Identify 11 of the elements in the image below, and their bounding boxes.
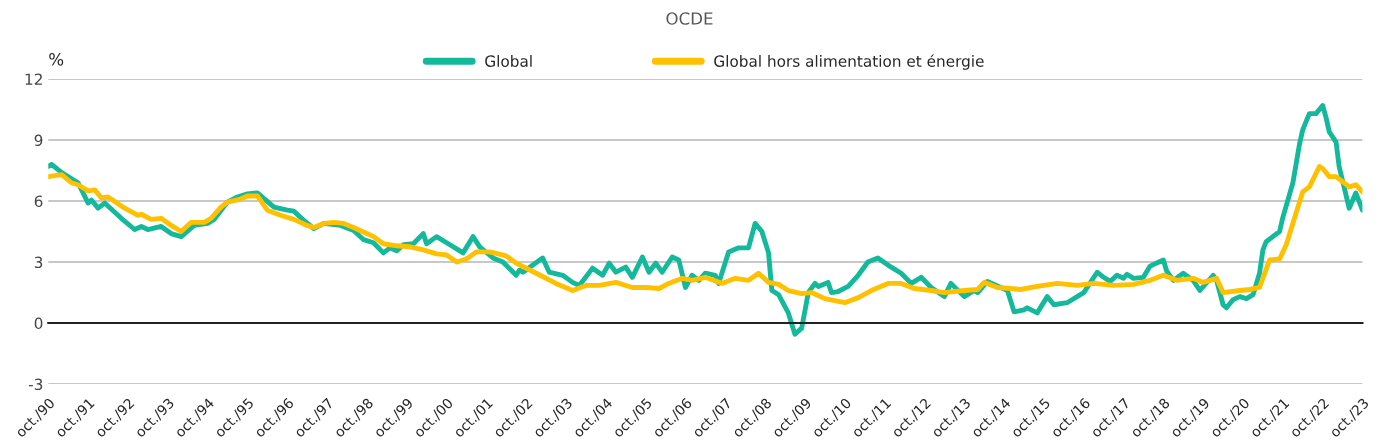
legend-label: Global	[485, 55, 532, 67]
y-tick-label: 3	[34, 256, 43, 269]
legend-label: Global hors alimentation et énergie	[714, 54, 984, 70]
y-tick-label: 6	[34, 195, 43, 208]
y-tick-label: 0	[34, 317, 43, 330]
y-tick-label: 12	[25, 73, 42, 85]
line-series	[48, 164, 1363, 306]
chart-title: OCDE	[666, 12, 713, 25]
y-tick-label: 9	[34, 134, 43, 147]
y-tick-label: -3	[28, 378, 43, 391]
y-axis-title: %	[49, 52, 64, 66]
